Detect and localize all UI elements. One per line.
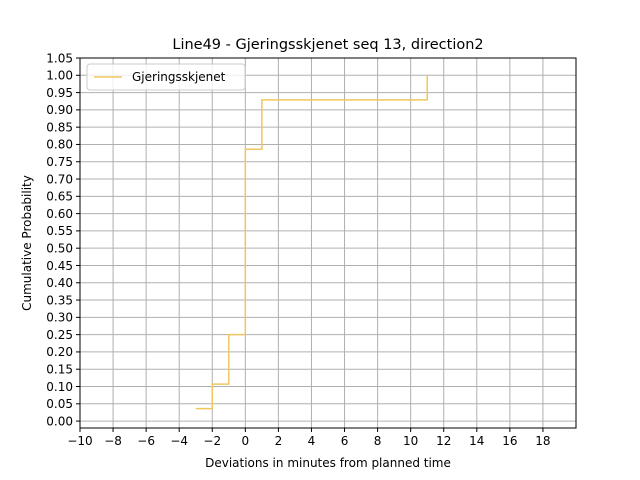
chart-title: Line49 - Gjeringsskjenet seq 13, directi… bbox=[172, 37, 483, 53]
y-tick-label: 0.75 bbox=[46, 155, 73, 169]
x-tick-label: 14 bbox=[469, 434, 484, 448]
x-tick-label: −2 bbox=[203, 434, 221, 448]
y-tick-label: 0.65 bbox=[46, 190, 73, 204]
y-axis: 0.00 0.05 0.10 0.15 0.20 0.25 0.30 0.35 0.40 0.45… bbox=[46, 51, 80, 428]
y-tick-label: 0.70 bbox=[46, 172, 73, 186]
grid bbox=[79, 57, 576, 428]
y-tick-label: 0.90 bbox=[46, 103, 73, 117]
y-tick-label: 0.35 bbox=[46, 293, 73, 307]
y-tick-label: 0.40 bbox=[46, 276, 73, 290]
y-tick-label: 0.00 bbox=[46, 414, 73, 428]
y-tick-label: 0.30 bbox=[46, 311, 73, 325]
y-tick-label: 0.20 bbox=[46, 345, 73, 359]
y-tick-label: 1.05 bbox=[46, 51, 73, 65]
legend: Gjeringsskjenet bbox=[86, 63, 246, 91]
x-tick-label: −4 bbox=[170, 434, 188, 448]
x-tick-label: 12 bbox=[436, 434, 451, 448]
y-tick-label: 1.00 bbox=[46, 69, 73, 83]
y-tick-label: 0.15 bbox=[46, 363, 73, 377]
x-tick-label: 4 bbox=[308, 434, 316, 448]
y-tick-label: 0.50 bbox=[46, 241, 73, 255]
x-tick-label: −6 bbox=[137, 434, 155, 448]
legend-box bbox=[86, 63, 246, 91]
series-line bbox=[195, 75, 428, 410]
y-tick-label: 0.80 bbox=[46, 138, 73, 152]
y-tick-label: 0.25 bbox=[46, 328, 73, 342]
x-tick-label: 18 bbox=[535, 434, 550, 448]
x-tick-label: −8 bbox=[104, 434, 122, 448]
x-tick-label: 16 bbox=[502, 434, 517, 448]
plot-area bbox=[80, 58, 576, 428]
x-axis: −10 −8 −6 −4 −2 0 2 4 6 8 10 12 14 16 18 bbox=[67, 428, 551, 448]
x-tick-label: 10 bbox=[403, 434, 418, 448]
x-tick-label: 2 bbox=[275, 434, 283, 448]
plot-frame bbox=[79, 57, 577, 429]
y-tick-label: 0.95 bbox=[46, 86, 73, 100]
x-tick-label: 6 bbox=[341, 434, 349, 448]
x-tick-label: 0 bbox=[242, 434, 250, 448]
y-axis-label: Cumulative Probability bbox=[20, 175, 34, 311]
y-tick-label: 0.10 bbox=[46, 380, 73, 394]
y-tick-label: 0.60 bbox=[46, 207, 73, 221]
x-axis-label: Deviations in minutes from planned time bbox=[205, 456, 451, 470]
series-layer bbox=[195, 75, 428, 410]
legend-label: Gjeringsskjenet bbox=[132, 70, 226, 84]
x-tick-label: −10 bbox=[67, 434, 92, 448]
y-tick-label: 0.05 bbox=[46, 397, 73, 411]
y-tick-label: 0.55 bbox=[46, 224, 73, 238]
y-tick-label: 0.85 bbox=[46, 120, 73, 134]
x-tick-label: 8 bbox=[374, 434, 382, 448]
y-tick-label: 0.45 bbox=[46, 259, 73, 273]
